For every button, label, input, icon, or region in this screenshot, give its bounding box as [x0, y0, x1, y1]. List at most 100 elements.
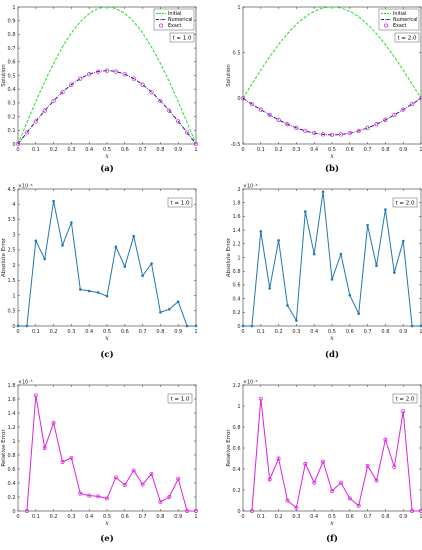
y-tick-label: 0.2: [8, 114, 16, 120]
error-point: [267, 477, 272, 482]
exact-point: [401, 107, 406, 112]
error-point: [78, 491, 83, 496]
y-tick-label: 1.4: [8, 411, 16, 417]
x-tick-label: 1: [194, 514, 197, 520]
x-tick-label: 0: [241, 147, 244, 153]
x-tick-label: 0.2: [275, 514, 283, 520]
error-point: [194, 509, 198, 513]
panel-c: 0 0.1 0.2 0.3 0.4 0.5 0.6 0.7 0.8 0.9 1 0 0.5 1 1.5 2 2.…: [1, 184, 198, 361]
time-label: t = 2.0: [397, 35, 417, 41]
exact-point: [409, 101, 415, 107]
y-axis-label: Solution: [1, 64, 7, 87]
error-point: [401, 239, 405, 243]
x-tick-label: 0.6: [121, 329, 129, 335]
y-tick-label: 0.5: [8, 309, 16, 315]
y-multiplier: ×10⁻⁵: [18, 380, 33, 386]
error-point: [348, 293, 352, 297]
y-tick-label: 0.9: [8, 19, 16, 25]
x-tick-label: 0.6: [121, 514, 129, 520]
y-tick-label: 0.8: [8, 453, 16, 459]
x-tick-label: 0.3: [292, 147, 300, 153]
error-point: [410, 509, 415, 513]
x-tick-label: 0.2: [50, 514, 58, 520]
y-tick-label: 0.6: [233, 446, 241, 452]
error-point: [366, 224, 369, 227]
error-point: [249, 509, 254, 513]
y-tick-label: 1: [237, 404, 240, 410]
legend-label: Exact: [168, 23, 181, 29]
error-point: [347, 496, 352, 501]
error-point: [312, 252, 316, 256]
exact-point: [285, 122, 290, 127]
x-tick-label: 1: [194, 329, 197, 335]
time-label: t = 1.0: [170, 200, 190, 206]
error-point: [259, 230, 263, 233]
y-multiplier: ×10⁻⁶: [18, 184, 33, 190]
exact-point: [184, 130, 190, 135]
x-tick-label: 0.9: [174, 514, 182, 520]
exact-point: [258, 107, 263, 112]
exact-point: [383, 117, 388, 122]
y-tick-label: 0.6: [8, 60, 16, 66]
plot-frame: [242, 188, 422, 327]
y-axis-label: Absolute Error: [226, 237, 232, 277]
error-point: [185, 509, 190, 513]
y-tick-label: 1.8: [8, 383, 16, 389]
x-tick-label: 0.1: [32, 329, 40, 335]
series-line-numerical: [17, 70, 197, 145]
x-tick-label: 0.5: [103, 147, 111, 153]
exact-point: [69, 82, 74, 87]
legend-label: Initial: [168, 11, 181, 17]
x-tick-label: 0.7: [139, 329, 147, 335]
error-point: [295, 319, 298, 322]
error-point: [140, 482, 145, 487]
error-point: [294, 505, 299, 510]
x-tick-label: 1: [419, 147, 422, 153]
time-label-box: [169, 32, 195, 43]
x-tick-label: 0.1: [32, 514, 40, 520]
y-tick-label: 0.4: [8, 481, 16, 487]
error-point: [61, 244, 64, 247]
error-point: [401, 409, 406, 414]
error-point: [122, 483, 127, 488]
x-tick-label: 0.9: [399, 514, 407, 520]
x-tick-label: 0.6: [346, 514, 354, 520]
x-tick-label: 0.8: [156, 514, 164, 520]
y-axis-label: Solution: [226, 64, 232, 87]
error-point: [357, 312, 361, 315]
error-point: [52, 199, 55, 203]
error-point: [24, 509, 29, 513]
exact-point: [392, 112, 397, 118]
error-point: [69, 455, 74, 460]
y-tick-label: 1.2: [8, 425, 16, 431]
error-point: [312, 480, 317, 485]
y-tick-label: 0.5: [8, 73, 16, 79]
error-point: [70, 221, 73, 224]
plot-frame: [17, 384, 197, 512]
error-point: [34, 239, 38, 243]
x-tick-label: 0.7: [139, 514, 147, 520]
y-tick-label: 1: [237, 5, 240, 11]
exact-point: [15, 141, 21, 147]
error-point: [123, 265, 127, 268]
x-tick-label: 0.5: [328, 514, 336, 520]
panel-caption: (b): [325, 163, 339, 174]
x-tick-label: 0.5: [328, 329, 336, 335]
y-tick-label: 0.6: [8, 467, 16, 473]
x-tick-label: 1: [419, 514, 422, 520]
legend-label: Numerical: [393, 17, 417, 23]
y-tick-label: 1: [12, 5, 15, 11]
x-tick-label: 0.8: [381, 147, 389, 153]
y-tick-label: 0: [12, 142, 15, 148]
error-point: [176, 300, 180, 303]
error-point: [250, 324, 254, 328]
y-tick-label: 0.4: [233, 467, 241, 473]
exact-point: [320, 132, 326, 137]
error-point: [158, 499, 163, 504]
error-point: [356, 503, 361, 508]
legend-marker: [384, 23, 388, 28]
x-tick-label: 0.3: [292, 514, 300, 520]
error-point: [25, 324, 29, 328]
y-tick-label: 0: [12, 509, 15, 515]
